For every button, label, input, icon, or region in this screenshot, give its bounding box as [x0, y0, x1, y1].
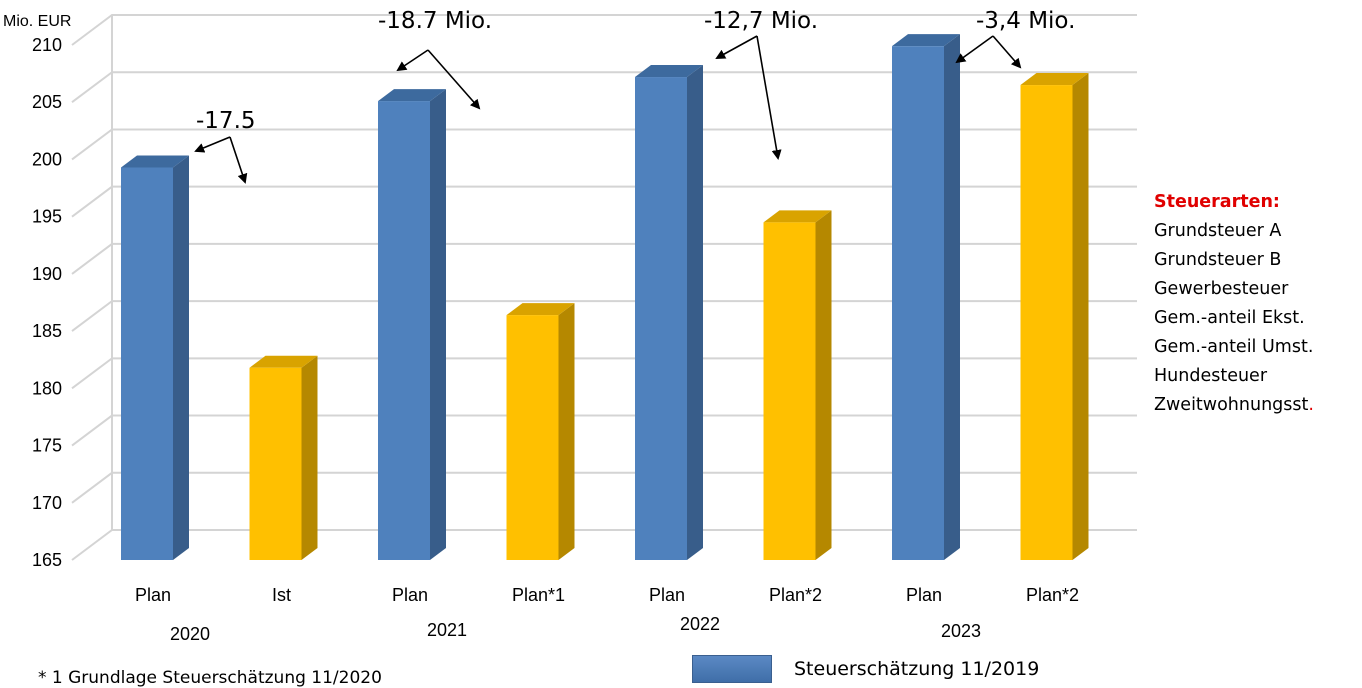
gridline: [71, 185, 1137, 218]
y-tick-label: 205: [32, 92, 62, 112]
category-label: Plan: [649, 585, 685, 605]
legend-label: Steuerschätzung 11/2019: [794, 658, 1040, 680]
bar-side-face: [815, 210, 832, 560]
bar-2022-plan2: [763, 210, 832, 560]
bar-top-face: [1020, 73, 1089, 86]
bar-top-face: [506, 303, 575, 316]
annotation-2021: -18.7 Mio.: [378, 8, 492, 34]
gridline: [71, 414, 1137, 447]
bar-front-face: [892, 46, 944, 560]
annotations: -17.5 -18.7 Mio. -12,7 Mio. -3,4 Mio.: [194, 8, 1075, 184]
bar-front-face: [1020, 85, 1073, 561]
tax-type-item-text: Zweitwohnungsst: [1154, 395, 1309, 415]
arrow-2022-plan2: [756, 35, 782, 160]
arrow-2021-plan: [396, 49, 429, 72]
tax-type-item: Grundsteuer A: [1154, 221, 1282, 241]
bar-front-face: [378, 101, 430, 561]
category-labels: Plan Ist 2020 Plan Plan*1 2021 Plan Plan*2 2022 P…: [135, 585, 1079, 644]
bar-top-face: [378, 89, 446, 102]
bar-side-face: [944, 34, 960, 560]
bar-side-face: [430, 89, 446, 561]
bar-side-face: [687, 65, 703, 561]
category-label: Plan*2: [1026, 585, 1079, 605]
legend-swatch-blue: [692, 655, 772, 683]
y-tick-label: 190: [32, 264, 62, 284]
tax-types-panel: Steuerarten: Grundsteuer A Grundsteuer B…: [1154, 188, 1359, 420]
bar-2022-plan: [635, 65, 703, 561]
tax-type-item: Gem.-anteil Ekst.: [1154, 308, 1305, 328]
footnote: * 1 Grundlage Steuerschätzung 11/2020: [38, 668, 382, 688]
bar-top-face: [892, 34, 960, 47]
bar-top-face: [763, 210, 832, 223]
annotation-2022: -12,7 Mio.: [704, 8, 818, 34]
bar-top-face: [635, 65, 703, 78]
tax-type-item: Hundesteuer: [1154, 366, 1268, 386]
gridline: [71, 357, 1137, 390]
category-label: Plan: [906, 585, 942, 605]
gridline: [71, 529, 1137, 561]
year-label: 2021: [427, 620, 467, 640]
bar-2020-plan: [121, 155, 189, 560]
bar-2023-plan2: [1020, 73, 1089, 561]
bar-top-face: [121, 155, 189, 168]
arrow-2023-plan2: [992, 35, 1022, 69]
y-axis-ticks: 165 170 175 180 185 190 195 200 205 210: [32, 35, 62, 570]
year-label: 2023: [941, 621, 981, 641]
bar-2023-plan: [892, 34, 960, 560]
y-tick-label: 170: [32, 493, 62, 513]
tax-type-item: Zweitwohnungsst.: [1154, 391, 1359, 420]
legend: Steuerschätzung 11/2019: [692, 655, 1039, 683]
arrow-2021-plan1: [427, 49, 481, 110]
year-label: 2022: [680, 614, 720, 634]
y-tick-label: 210: [32, 35, 62, 55]
y-tick-label: 180: [32, 378, 62, 398]
gridlines: [71, 14, 1137, 561]
category-label: Plan: [135, 585, 171, 605]
year-label: 2020: [170, 624, 210, 644]
y-tick-label: 185: [32, 321, 62, 341]
arrow-2022-plan: [715, 35, 758, 59]
bar-2021-plan: [378, 89, 446, 561]
annotation-2023: -3,4 Mio.: [976, 8, 1075, 34]
bar-front-face: [121, 167, 173, 560]
bar-front-face: [506, 315, 559, 560]
annotation-2020: -17.5: [196, 108, 256, 134]
arrow-2020-ist: [229, 136, 248, 184]
bar-side-face: [1072, 73, 1089, 561]
y-tick-label: 175: [32, 436, 62, 456]
bar-side-face: [173, 155, 189, 560]
y-tick-label: 165: [32, 550, 62, 570]
bar-front-face: [249, 367, 302, 560]
gridline: [71, 71, 1137, 104]
tax-type-item: Gewerbesteuer: [1154, 279, 1289, 299]
bar-2021-plan1: [506, 303, 575, 560]
category-label: Plan: [392, 585, 428, 605]
category-label: Plan*1: [512, 585, 565, 605]
gridline: [71, 471, 1137, 504]
y-tick-label: 195: [32, 207, 62, 227]
bar-side-face: [301, 355, 318, 560]
tax-type-item: Grundsteuer B: [1154, 250, 1282, 270]
y-tick-label: 200: [32, 149, 62, 169]
red-dot: .: [1308, 395, 1314, 415]
arrow-2023-plan: [955, 35, 994, 64]
tax-types-title: Steuerarten:: [1154, 192, 1280, 212]
bar-front-face: [635, 77, 687, 561]
bar-2020-ist: [249, 355, 318, 560]
arrow-2020-plan: [194, 136, 231, 153]
gridline: [71, 242, 1137, 275]
bar-front-face: [763, 222, 816, 560]
bar-side-face: [558, 303, 575, 560]
bars: [121, 34, 1089, 561]
category-label: Ist: [272, 585, 291, 605]
unit-label: Mio. EUR: [3, 13, 71, 30]
bar-top-face: [249, 355, 318, 368]
gridline: [71, 300, 1137, 332]
tax-type-item: Gem.-anteil Umst.: [1154, 337, 1314, 357]
category-label: Plan*2: [769, 585, 822, 605]
annotation-arrows: [194, 35, 1022, 184]
